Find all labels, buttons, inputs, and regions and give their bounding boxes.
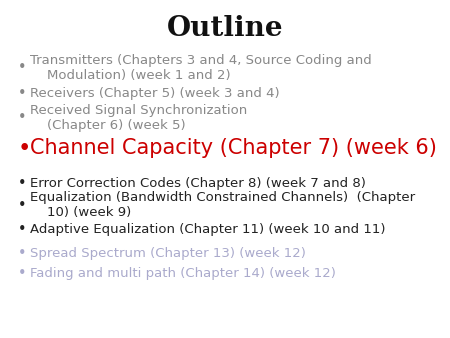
Text: Received Signal Synchronization
    (Chapter 6) (week 5): Received Signal Synchronization (Chapter… (30, 104, 247, 132)
Text: •: • (18, 266, 27, 281)
Text: Error Correction Codes (Chapter 8) (week 7 and 8): Error Correction Codes (Chapter 8) (week… (30, 176, 366, 190)
Text: Adaptive Equalization (Chapter 11) (week 10 and 11): Adaptive Equalization (Chapter 11) (week… (30, 223, 386, 237)
Text: •: • (18, 245, 27, 261)
Text: Spread Spectrum (Chapter 13) (week 12): Spread Spectrum (Chapter 13) (week 12) (30, 246, 306, 260)
Text: Equalization (Bandwidth Constrained Channels)  (Chapter
    10) (week 9): Equalization (Bandwidth Constrained Chan… (30, 191, 415, 219)
Text: Fading and multi path (Chapter 14) (week 12): Fading and multi path (Chapter 14) (week… (30, 266, 336, 280)
Text: Channel Capacity (Chapter 7) (week 6): Channel Capacity (Chapter 7) (week 6) (30, 138, 437, 158)
Text: •: • (18, 222, 27, 238)
Text: •: • (18, 175, 27, 191)
Text: •: • (18, 197, 27, 213)
Text: Receivers (Chapter 5) (week 3 and 4): Receivers (Chapter 5) (week 3 and 4) (30, 87, 279, 99)
Text: •: • (18, 111, 27, 125)
Text: •: • (18, 86, 27, 100)
Text: •: • (18, 137, 32, 160)
Text: Outline: Outline (166, 15, 284, 42)
Text: •: • (18, 61, 27, 75)
Text: Transmitters (Chapters 3 and 4, Source Coding and
    Modulation) (week 1 and 2): Transmitters (Chapters 3 and 4, Source C… (30, 54, 372, 82)
